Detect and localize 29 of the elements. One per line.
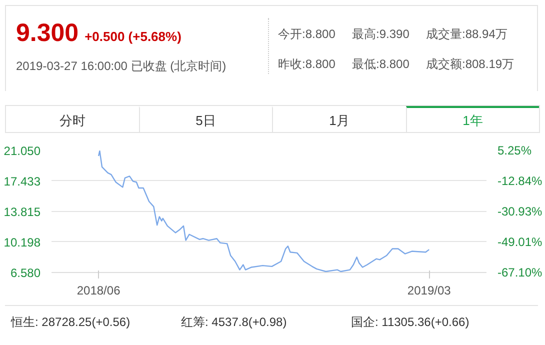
y-tick-label: 21.050 <box>4 144 41 158</box>
text: 成交额:808.19万 <box>426 57 514 71</box>
y2-tick-label: -30.93% <box>498 204 543 219</box>
line-series <box>98 150 430 272</box>
text: 5日 <box>138 106 272 132</box>
y2-tick-label: 5.25% <box>498 144 532 158</box>
y-tick-label: 17.433 <box>4 174 41 188</box>
text: 1年 <box>406 106 539 132</box>
y2-tick-label: -12.84% <box>498 174 543 188</box>
text: 国企: 11305.36(+0.66) <box>350 314 470 331</box>
text: 分时 <box>58 112 86 130</box>
y2-tick-label: -67.10% <box>498 266 543 280</box>
text: 1月 <box>272 106 406 132</box>
text: 恒生: 28728.25(+0.56) <box>10 314 132 331</box>
text: 最高:9.390 <box>352 26 410 43</box>
text: 昨收:8.800 <box>278 56 336 73</box>
y2-tick-label: -49.01% <box>498 234 543 249</box>
x-tick-label: 2019/03 <box>407 284 452 298</box>
text: 红筹: 4537.8(+0.98) <box>180 314 288 331</box>
text: 2019-03-27 16:00:00 已收盘 (北京时间) <box>16 58 226 75</box>
y-tick-label: 10.198 <box>4 235 41 250</box>
text: 最低:8.800 <box>352 56 410 73</box>
y-tick-label: 6.580 <box>10 266 41 280</box>
chart-title: 9.300 <box>16 19 79 47</box>
chart-subtitle: +0.500 (+5.68%) <box>84 29 182 44</box>
x-tick-label: 2018/06 <box>76 284 121 298</box>
text: 今开:8.800 <box>278 26 336 43</box>
text: 成交量:88.94万 <box>426 27 508 41</box>
y-tick-label: 13.815 <box>4 205 41 219</box>
